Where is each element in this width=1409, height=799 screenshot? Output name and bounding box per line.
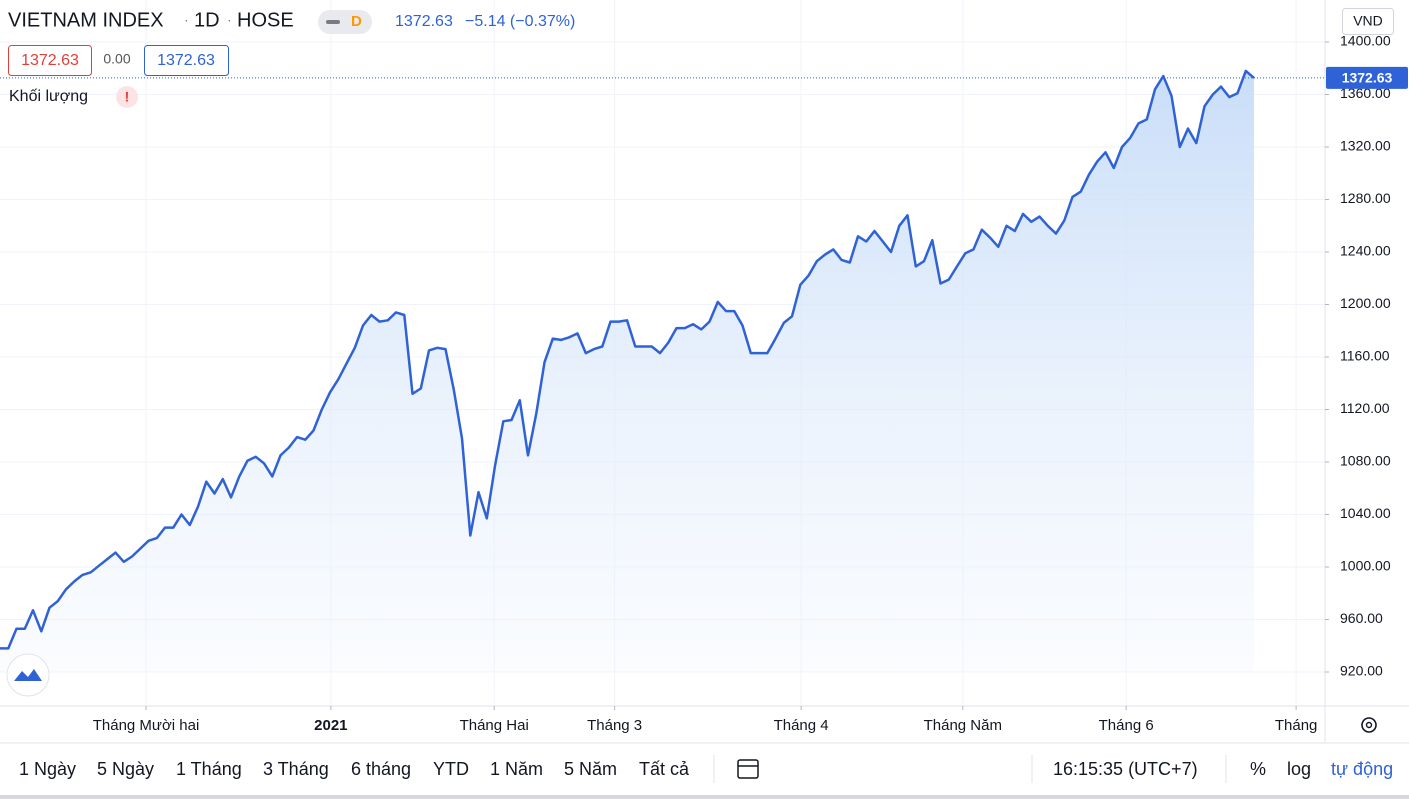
last-price-tag (1326, 66, 1408, 89)
bottom-strip (0, 795, 1409, 799)
clock: 16:15:35 (UTC+7) (1053, 759, 1198, 779)
separator: · (227, 12, 232, 28)
last-price-label: 1372.63 (1342, 70, 1393, 86)
spread: 0.00 (103, 51, 130, 67)
x-tick-label: Tháng Hai (460, 717, 529, 734)
y-tick-label: 1040.00 (1340, 505, 1391, 521)
x-tick-label: 2021 (314, 717, 347, 734)
x-tick-label: Tháng 4 (774, 717, 829, 734)
price-line (0, 69, 1255, 650)
ask-price: 1372.63 (157, 52, 215, 69)
status-pill (318, 10, 372, 34)
toolbar: 1 Ngày 5 Ngày 1 Tháng 3 Tháng 6 tháng YTD 1 Nă… (19, 759, 690, 779)
y-tick-label: 960.00 (1340, 610, 1383, 626)
bid-box[interactable] (8, 45, 92, 76)
y-tick-label: 920.00 (1340, 663, 1383, 679)
plot (0, 69, 1325, 672)
bid-price: 1372.63 (21, 52, 79, 69)
range-button[interactable]: 5 Năm (564, 759, 617, 779)
warning-icon[interactable] (116, 86, 138, 108)
delay-badge: D (351, 13, 362, 30)
logo[interactable] (6, 653, 50, 697)
currency-box[interactable] (1342, 8, 1394, 35)
separator: · (184, 12, 189, 28)
y-tick-label: 1080.00 (1340, 453, 1391, 469)
settings-icon[interactable] (1361, 717, 1377, 733)
area-fill (0, 70, 1254, 672)
y-tick-label: 1000.00 (1340, 558, 1391, 574)
exchange: HOSE (237, 9, 294, 31)
logo-mark (14, 669, 42, 681)
symbol-name: VIETNAM INDEX (8, 9, 164, 31)
y-tick-label: 1280.00 (1340, 190, 1391, 206)
y-tick-label: 1160.00 (1340, 348, 1390, 364)
y-tick-label: 1120.00 (1340, 400, 1390, 416)
y-tick-label: 1320.00 (1340, 138, 1391, 154)
last-price: 1372.63 (395, 13, 453, 30)
volume-label: Khối lượng (9, 88, 88, 105)
ask-box[interactable] (144, 45, 229, 76)
x-tick-label: Tháng (1275, 717, 1318, 734)
x-tick-label: Tháng 6 (1099, 717, 1154, 734)
range-button[interactable]: 3 Tháng (263, 759, 329, 779)
range-button[interactable]: Tất cả (639, 759, 690, 779)
range-button[interactable]: YTD (433, 759, 469, 779)
range-button[interactable]: 1 Năm (490, 759, 543, 779)
y-tick-label: 1400.00 (1340, 33, 1391, 49)
warning-mark: ! (125, 89, 130, 105)
currency: VND (1353, 13, 1383, 29)
y-tick-label: 1240.00 (1340, 243, 1391, 259)
range-button[interactable]: 6 tháng (351, 759, 411, 779)
interval: 1D (194, 9, 220, 31)
date-range-icon[interactable] (737, 759, 759, 779)
log-toggle[interactable]: log (1287, 759, 1311, 779)
range-button[interactable]: 1 Tháng (176, 759, 242, 779)
range-button[interactable]: 5 Ngày (97, 759, 154, 779)
status-dash (326, 20, 340, 24)
y-tick-label: 1200.00 (1340, 295, 1391, 311)
percent-toggle[interactable]: % (1250, 759, 1266, 779)
range-button[interactable]: 1 Ngày (19, 759, 76, 779)
x-tick-label: Tháng 3 (587, 717, 642, 734)
x-tick-label: Tháng Năm (924, 717, 1002, 734)
price-change: −5.14 (−0.37%) (465, 13, 575, 30)
y-tick-label: 1360.00 (1340, 85, 1391, 101)
settings-icon-center (1365, 721, 1373, 729)
auto-toggle[interactable]: tự động (1331, 759, 1393, 779)
x-tick-label: Tháng Mười hai (93, 717, 200, 734)
